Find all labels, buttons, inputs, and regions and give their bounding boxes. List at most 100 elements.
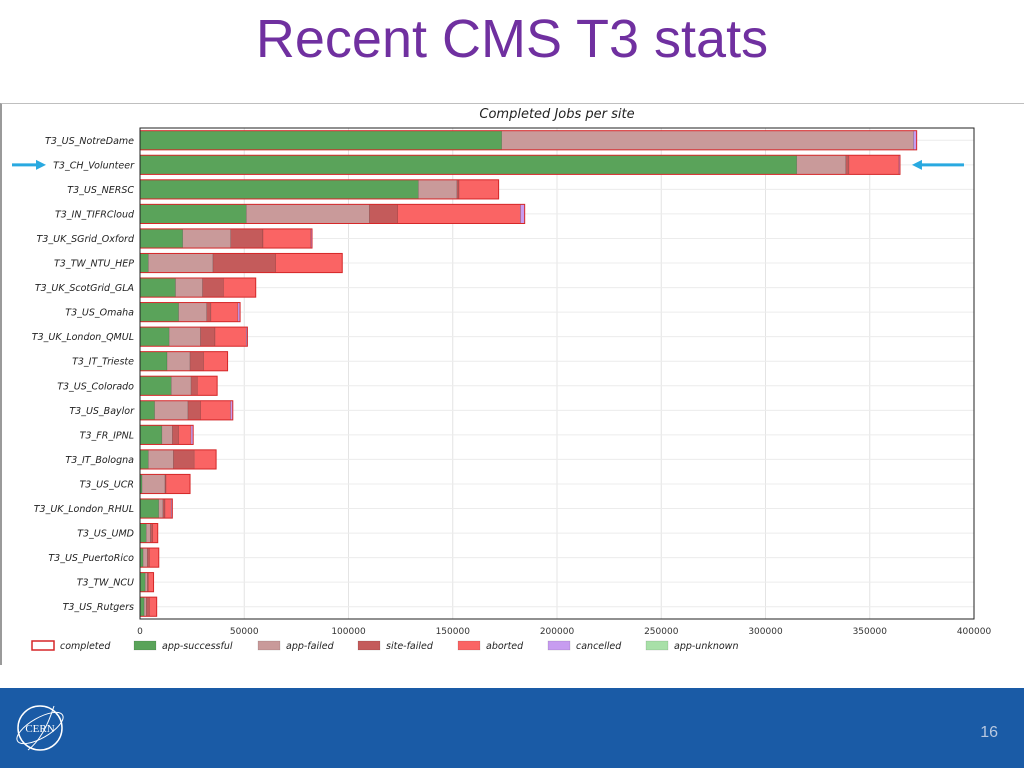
bar-app-failed-t3-uk-scotgrid-gla [175, 277, 203, 298]
bar-aborted-t3-tw-ntu-hep [275, 253, 343, 273]
legend-label-completed: completed [60, 641, 111, 652]
x-tick-label: 100000 [331, 627, 366, 637]
bar-app-failed-t3-tw-ntu-hep [148, 253, 214, 273]
legend-swatch-site-failed [357, 640, 381, 651]
y-tick-label: T3_US_PuertoRico [48, 553, 134, 564]
completed-jobs-chart: Completed Jobs per site 0 50000 100000 15000… [12, 107, 992, 652]
bar-app-failed-t3-us-rutgers [143, 596, 147, 617]
legend-swatch-cancelled [547, 640, 571, 651]
y-tick-label: T3_IT_Trieste [72, 357, 134, 368]
legend-label-app-successful: app-successful [162, 641, 233, 652]
bar-app-successful-t3-uk-london-qmul [139, 326, 170, 347]
bar-site-failed-t3-us-rutgers [146, 596, 150, 617]
bar-site-failed-t3-us-nersc [456, 179, 460, 200]
bar-site-failed-t3-us-omaha [206, 302, 212, 322]
bar-app-successful-t3-in-tifrcloud [139, 204, 247, 224]
slide-title: Recent CMS T3 stats [255, 9, 769, 69]
bar-app-failed-t3-us-ucr [141, 474, 166, 494]
bar-aborted-t3-us-rutgers [149, 596, 157, 617]
bar-aborted-t3-us-nersc [458, 179, 499, 200]
bar-aborted-t3-us-omaha [210, 302, 239, 322]
bar-aborted-t3-in-tifrcloud [397, 204, 521, 224]
bar-app-failed-t3-us-omaha [178, 302, 207, 322]
bar-aborted-t3-uk-scotgrid-gla [223, 277, 256, 298]
arrow-left-icon [911, 159, 922, 170]
bar-aborted-t3-uk-sgrid-oxford [262, 228, 312, 249]
chart-frame: Completed Jobs per site 0 50000 100000 15000… [0, 103, 1024, 665]
bar-app-successful-t3-it-trieste [139, 351, 168, 372]
y-tick-label: T3_UK_London_QMUL [32, 332, 134, 343]
chart-title: Completed Jobs per site [479, 107, 634, 122]
legend-swatch-app-successful [133, 640, 157, 651]
legend-label-aborted: aborted [486, 641, 524, 652]
bar-aborted-t3-us-puertorico [149, 547, 160, 568]
bar-site-failed-t3-us-umd [150, 523, 153, 543]
bar-app-successful-t3-ch-volunteer [139, 155, 798, 175]
y-tick-label: T3_US_UMD [77, 529, 134, 540]
page-number: 16 [980, 724, 998, 741]
bar-app-failed-t3-in-tifrcloud [246, 204, 370, 224]
x-tick-label: 250000 [644, 627, 679, 637]
y-tick-label: T3_CH_Volunteer [53, 160, 135, 171]
legend-swatch-app-failed [257, 640, 281, 651]
bar-aborted-t3-uk-london-qmul [214, 326, 247, 347]
bar-aborted-t3-us-baylor [200, 400, 231, 421]
legend-label-app-unknown: app-unknown [674, 641, 738, 652]
y-tick-label: T3_UK_ScotGrid_GLA [35, 283, 134, 294]
legend-swatch-aborted [457, 640, 481, 651]
bar-aborted-t3-uk-london-rhul [164, 498, 172, 519]
x-tick-label: 300000 [748, 627, 783, 637]
bar-app-successful-t3-us-nersc [139, 179, 419, 200]
y-tick-label: T3_UK_London_RHUL [34, 504, 134, 515]
bar-site-failed-t3-ch-volunteer [845, 155, 850, 175]
bar-site-failed-t3-tw-ntu-hep [212, 253, 276, 273]
y-tick-label: T3_IT_Bologna [65, 455, 134, 466]
bar-app-successful-t3-uk-london-rhul [139, 498, 160, 519]
bar-app-successful-t3-us-baylor [139, 400, 155, 421]
legend-swatch-app-unknown [645, 640, 669, 651]
footer-bar: CERN 16 [0, 688, 1024, 768]
bar-aborted-t3-us-umd [152, 523, 158, 543]
plot-frame [139, 127, 975, 620]
bar-app-failed-t3-us-colorado [171, 375, 192, 396]
x-tick-label: 350000 [853, 627, 888, 637]
cern-logo-icon: CERN [16, 705, 64, 751]
y-tick-label: T3_UK_SGrid_Oxford [37, 234, 135, 245]
bar-aborted-t3-us-colorado [197, 375, 218, 396]
bar-site-failed-t3-us-colorado [190, 375, 198, 396]
y-tick-label: T3_US_Baylor [69, 406, 135, 417]
y-tick-label: T3_US_NotreDame [45, 136, 134, 147]
bar-app-successful-t3-uk-sgrid-oxford [139, 228, 183, 249]
bar-site-failed-t3-it-trieste [189, 351, 204, 372]
bar-app-failed-t3-uk-london-rhul [158, 498, 164, 519]
bar-app-successful-t3-fr-ipnl [139, 425, 163, 445]
bar-app-successful-t3-us-umd [139, 523, 147, 543]
bar-app-failed-t3-uk-sgrid-oxford [182, 228, 231, 249]
legend-swatch-completed [31, 640, 55, 651]
x-tick-label: 0 [137, 627, 143, 637]
x-tick-label: 150000 [436, 627, 471, 637]
arrow-right-icon [36, 159, 46, 170]
bar-app-failed-t3-fr-ipnl [161, 425, 173, 445]
bar-aborted-t3-it-trieste [203, 351, 228, 372]
legend-label-app-failed: app-failed [286, 641, 335, 652]
bar-app-successful-t3-tw-ncu [139, 572, 146, 592]
bar-app-failed-t3-us-nersc [418, 179, 458, 200]
legend-label-cancelled: cancelled [576, 641, 622, 652]
bar-aborted-t3-tw-ncu [148, 572, 154, 592]
x-tick-label: 400000 [957, 627, 992, 637]
bar-site-failed-t3-uk-sgrid-oxford [230, 228, 264, 249]
bar-app-successful-t3-us-colorado [139, 375, 172, 396]
bar-app-failed-t3-us-notredame [501, 130, 914, 151]
bar-app-failed-t3-uk-london-qmul [168, 326, 201, 347]
y-tick-label: T3_US_NERSC [67, 185, 134, 196]
bar-site-failed-t3-uk-scotgrid-gla [202, 277, 224, 298]
bar-cancelled-t3-in-tifrcloud [520, 204, 525, 224]
bar-site-failed-t3-fr-ipnl [172, 425, 179, 445]
x-tick-label: 200000 [540, 627, 575, 637]
bar-aborted-t3-it-bologna [193, 449, 217, 470]
bar-site-failed-t3-it-bologna [173, 449, 195, 470]
y-tick-label: T3_TW_NCU [77, 578, 134, 589]
y-tick-label: T3_US_Omaha [65, 308, 134, 319]
bar-app-failed-t3-ch-volunteer [796, 155, 847, 175]
